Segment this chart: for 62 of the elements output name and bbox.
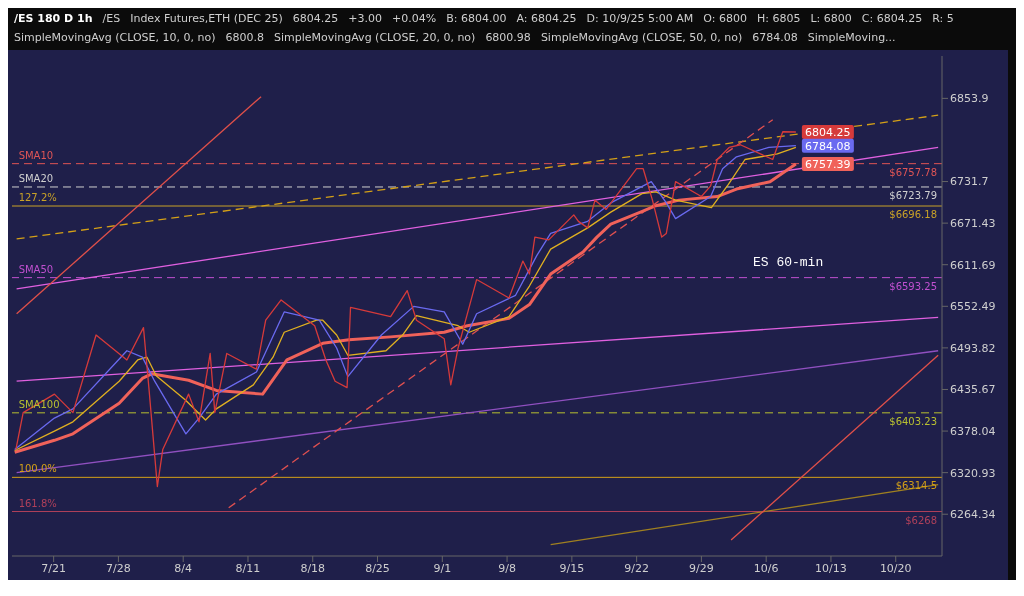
x-tick-label: 8/25 xyxy=(365,561,390,575)
y-tick-label: 6435.67 xyxy=(950,383,996,397)
text: A: 6804.25 xyxy=(516,12,577,27)
x-tick-label: 8/4 xyxy=(174,561,193,575)
annotation: 6757.39 xyxy=(805,157,851,171)
text: +3.00 xyxy=(348,12,383,27)
ref-line-label: $6723.79 xyxy=(889,190,937,202)
y-tick-label: 6611.69 xyxy=(950,258,996,272)
x-tick-label: 9/8 xyxy=(498,561,516,575)
y-tick-label: 6552.49 xyxy=(950,300,996,314)
chart-subtitle: /ES 180 D 1h xyxy=(14,12,93,27)
ref-line-label: $6696.18 xyxy=(889,209,937,221)
text: ES 60-min xyxy=(753,255,824,270)
text: D: 10/9/25 5:00 AM xyxy=(586,12,694,27)
x-tick-label: 8/11 xyxy=(235,561,261,575)
x-tick-label: 9/29 xyxy=(689,561,714,575)
ref-line-label: $6403.23 xyxy=(889,415,937,427)
text: 6784.08 xyxy=(752,30,798,46)
x-tick-label: 10/6 xyxy=(753,561,779,575)
x-tick-label: 9/15 xyxy=(559,561,585,575)
ref-line-label: $6593.25 xyxy=(889,280,937,292)
x-tick-label: 9/1 xyxy=(433,561,452,575)
text: R: 5 xyxy=(932,12,954,27)
text: 6800.98 xyxy=(485,30,531,46)
annotation: SMA20 xyxy=(18,172,54,184)
text: SimpleMoving... xyxy=(807,30,896,46)
annotation: SMA50 xyxy=(18,263,54,275)
x-tick-label: 7/28 xyxy=(106,561,131,575)
annotation: 6804.25 xyxy=(805,125,851,139)
ref-line-label: $6314.5 xyxy=(895,480,937,492)
x-tick-label: 10/20 xyxy=(879,561,912,575)
x-tick-label: 9/22 xyxy=(624,561,649,575)
y-tick-label: 6853.9 xyxy=(950,92,989,106)
x-tick-label: 7/21 xyxy=(41,561,66,575)
text: SimpleMovingAvg (CLOSE, 10, 0, no) xyxy=(14,30,216,46)
text: +0.04% xyxy=(392,12,437,27)
y-tick-label: 6264.34 xyxy=(950,508,996,522)
text: 6800.8 xyxy=(225,30,264,46)
text: O: 6800 xyxy=(703,12,747,27)
x-tick-label: 10/13 xyxy=(815,561,847,575)
text: H: 6805 xyxy=(756,12,801,27)
annotation: 127.2% xyxy=(18,192,57,204)
text: L: 6800 xyxy=(810,12,852,27)
ref-line-label: $6757.78 xyxy=(889,166,937,178)
text: SimpleMovingAvg (CLOSE, 50, 0, no) xyxy=(540,30,743,46)
y-tick-label: 6493.82 xyxy=(950,341,996,355)
ref-line-label: $6268 xyxy=(905,514,937,526)
y-tick-label: 6671.43 xyxy=(950,217,996,231)
annotation: 161.8% xyxy=(18,497,57,509)
text: Index Futures,ETH (DEC 25) xyxy=(130,12,283,27)
text: C: 6804.25 xyxy=(861,12,923,27)
annotation: 6784.08 xyxy=(805,139,851,153)
annotation: 100.0% xyxy=(18,463,57,475)
y-tick-label: 6320.93 xyxy=(950,466,996,480)
text: /ES xyxy=(102,12,121,27)
x-tick-label: 8/18 xyxy=(300,561,326,575)
text: SimpleMovingAvg (CLOSE, 20, 0, no) xyxy=(273,30,476,46)
y-tick-label: 6731.7 xyxy=(950,175,989,189)
text: B: 6804.00 xyxy=(446,12,507,27)
y-tick-label: 6378.04 xyxy=(950,424,996,438)
text: 6804.25 xyxy=(292,12,339,27)
annotation: SMA10 xyxy=(18,149,54,161)
